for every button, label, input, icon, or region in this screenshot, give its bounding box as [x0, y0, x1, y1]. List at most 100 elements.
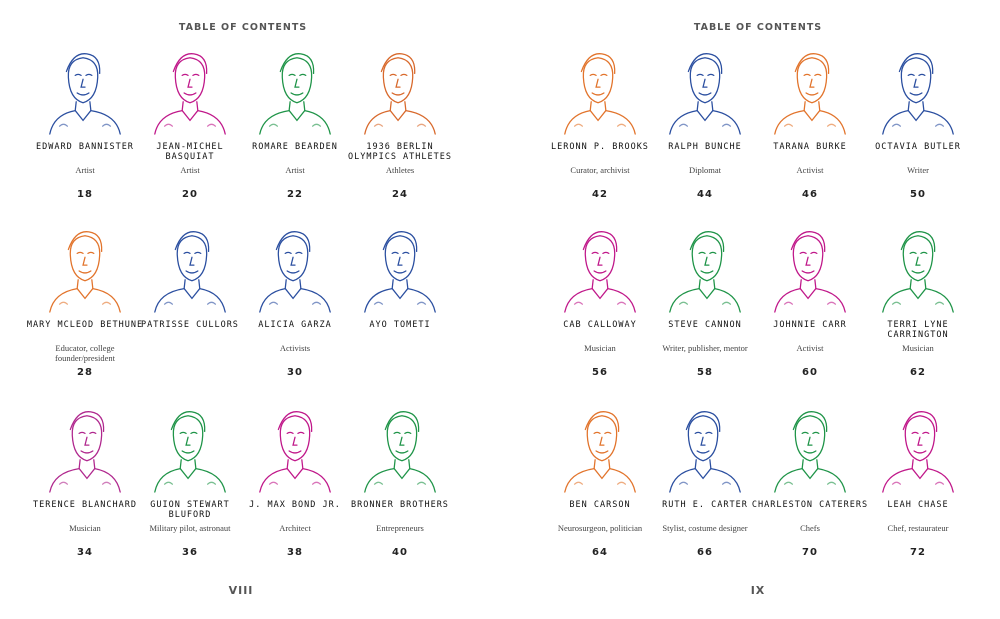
entry-page-number: 66	[697, 547, 713, 558]
toc-entry[interactable]: Octavia Butler Writer 50	[859, 48, 977, 201]
entry-role: Neurosurgeon, politician	[557, 523, 643, 533]
entry-role: Artist	[75, 165, 95, 175]
entry-role: Military pilot, astronaut	[149, 523, 231, 533]
portrait-illustration	[564, 411, 636, 493]
entry-name: Ben Carson	[569, 500, 631, 510]
portrait-illustration	[564, 231, 636, 313]
entry-name: Edward Bannister	[36, 142, 134, 152]
entry-page-number: 72	[910, 547, 926, 558]
entry-role: Writer	[907, 165, 929, 175]
portrait-illustration	[882, 411, 954, 493]
toc-entry[interactable]: Charleston Caterers Chefs 70	[751, 406, 869, 559]
toc-entry[interactable]: LeRonn P. Brooks Curator, archivist 42	[541, 48, 659, 201]
toc-entry[interactable]: Ben Carson Neurosurgeon, politician 64	[541, 406, 659, 559]
toc-entry[interactable]: Edward Bannister Artist 18	[26, 48, 144, 201]
entry-page-number: 20	[182, 189, 198, 200]
entry-page-number	[131, 367, 249, 379]
toc-entry[interactable]: Jean-Michel Basquiat Artist 20	[131, 48, 249, 201]
entry-name: Jean-Michel Basquiat	[156, 142, 224, 162]
entry-name: Johnnie Carr	[773, 320, 847, 330]
entry-page-number: 46	[802, 189, 818, 200]
portrait-illustration	[49, 231, 121, 313]
entry-page-number: 18	[77, 189, 93, 200]
portrait-illustration	[49, 53, 121, 135]
entry-page-number: 70	[802, 547, 818, 558]
portrait-illustration	[774, 411, 846, 493]
entry-page-number: 44	[697, 189, 713, 200]
toc-entry[interactable]: Patrisse Cullors	[131, 226, 249, 379]
portrait-illustration	[154, 231, 226, 313]
entry-page-number: 34	[77, 547, 93, 558]
entry-page-number: 56	[592, 367, 608, 378]
entry-name: Leah Chase	[887, 500, 949, 510]
entry-name: Alicia Garza	[258, 320, 332, 330]
entry-role: Activist	[796, 343, 824, 353]
entry-name: LeRonn P. Brooks	[551, 142, 649, 152]
portrait-illustration	[364, 53, 436, 135]
entry-role: Curator, archivist	[570, 165, 630, 175]
entry-role: Artist	[285, 165, 305, 175]
entry-role: Writer, publisher, mentor	[662, 343, 748, 353]
left-folio: VIII	[228, 584, 254, 597]
entry-name: Terence Blanchard	[33, 500, 137, 510]
portrait-illustration	[882, 53, 954, 135]
entry-role: Activists	[279, 343, 311, 353]
left-page-header: TABLE OF CONTENTS	[178, 22, 308, 33]
entry-name: Charleston Caterers	[751, 500, 869, 510]
entry-role: Musician	[902, 343, 934, 353]
entry-page-number: 24	[392, 189, 408, 200]
entry-name: Octavia Butler	[875, 142, 961, 152]
right-page-header: TABLE OF CONTENTS	[693, 22, 823, 33]
portrait-illustration	[364, 411, 436, 493]
entry-name: Terri Lyne Carrington	[887, 320, 949, 340]
toc-entry[interactable]: Terence Blanchard Musician 34	[26, 406, 144, 559]
toc-entry[interactable]: Steve Cannon Writer, publisher, mentor 58	[646, 226, 764, 379]
entry-role: Architect	[279, 523, 311, 533]
toc-entry[interactable]: Alicia Garza Activists 30	[236, 226, 354, 379]
entry-role: Entrepreneurs	[376, 523, 424, 533]
entry-page-number: 62	[910, 367, 926, 378]
toc-entry[interactable]: Tarana Burke Activist 46	[751, 48, 869, 201]
entry-role: Musician	[584, 343, 616, 353]
toc-entry[interactable]: Ralph Bunche Diplomat 44	[646, 48, 764, 201]
portrait-illustration	[154, 411, 226, 493]
toc-entry[interactable]: Romare Bearden Artist 22	[236, 48, 354, 201]
entry-name: Mary McLeod Bethune	[26, 320, 144, 330]
portrait-illustration	[259, 411, 331, 493]
entry-role: Musician	[69, 523, 101, 533]
toc-entry[interactable]: Mary McLeod Bethune Educator, college fou…	[26, 226, 144, 379]
portrait-illustration	[669, 411, 741, 493]
entry-role	[131, 343, 249, 363]
toc-entry[interactable]: Bronner Brothers Entrepreneurs 40	[341, 406, 459, 559]
toc-entry[interactable]: Leah Chase Chef, restaurateur 72	[859, 406, 977, 559]
entry-page-number: 60	[802, 367, 818, 378]
portrait-illustration	[364, 231, 436, 313]
entry-page-number: 30	[287, 367, 303, 378]
entry-name: Ayo Tometi	[369, 320, 431, 330]
entry-name: Ralph Bunche	[668, 142, 742, 152]
portrait-illustration	[49, 411, 121, 493]
entry-role: Activist	[796, 165, 824, 175]
entry-role: Chefs	[800, 523, 820, 533]
entry-role: Educator, college founder/president	[55, 343, 115, 363]
entry-page-number: 36	[182, 547, 198, 558]
entry-role: Stylist, costume designer	[662, 523, 748, 533]
toc-entry[interactable]: Terri Lyne Carrington Musician 62	[859, 226, 977, 379]
toc-entry[interactable]: 1936 Berlin Olympics Athletes Athletes 24	[341, 48, 459, 201]
portrait-illustration	[564, 53, 636, 135]
toc-entry[interactable]: Cab Calloway Musician 56	[541, 226, 659, 379]
entry-page-number	[341, 367, 459, 379]
toc-entry[interactable]: Ruth E. Carter Stylist, costume designer 6…	[646, 406, 764, 559]
entry-role: Artist	[180, 165, 200, 175]
toc-entry[interactable]: Guion Stewart Bluford Military pilot, ast…	[131, 406, 249, 559]
entry-name: Ruth E. Carter	[662, 500, 748, 510]
portrait-illustration	[669, 53, 741, 135]
entry-role: Diplomat	[688, 165, 722, 175]
portrait-illustration	[882, 231, 954, 313]
entry-name: Bronner Brothers	[351, 500, 449, 510]
toc-entry[interactable]: J. Max Bond Jr. Architect 38	[236, 406, 354, 559]
toc-entry[interactable]: Ayo Tometi	[341, 226, 459, 379]
entry-page-number: 42	[592, 189, 608, 200]
entry-name: Patrisse Cullors	[141, 320, 239, 330]
toc-entry[interactable]: Johnnie Carr Activist 60	[751, 226, 869, 379]
